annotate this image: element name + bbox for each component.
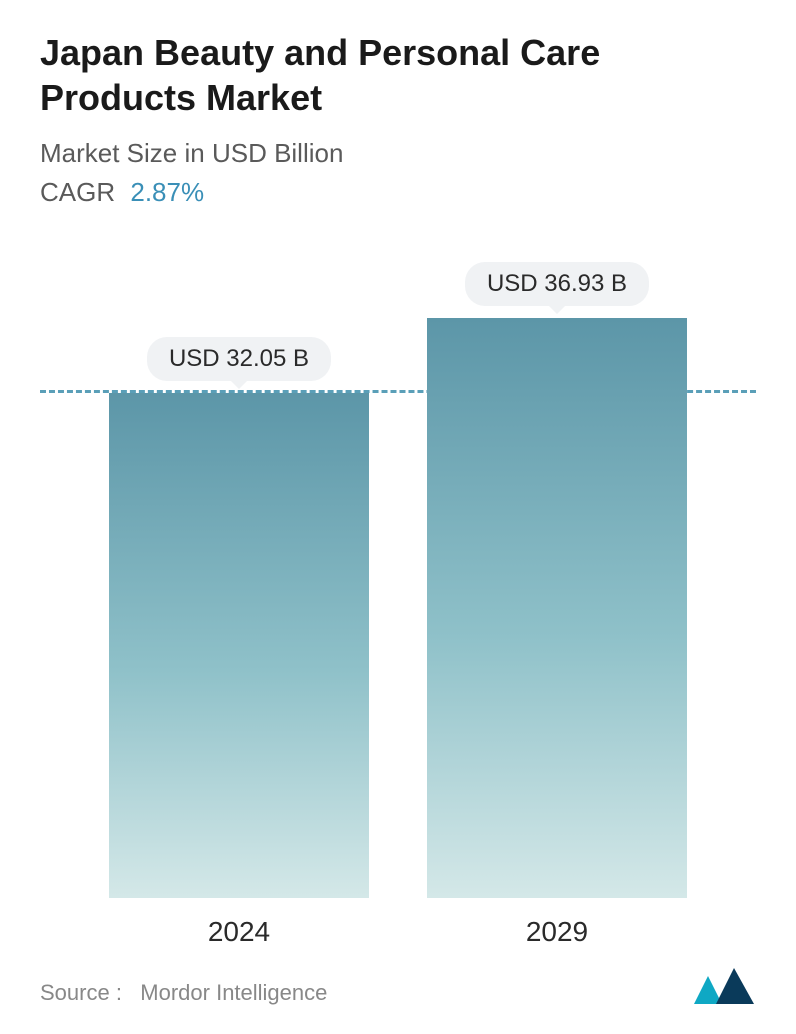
x-label-2024: 2024 [109,916,369,948]
cagr-label: CAGR [40,177,115,207]
bar-group-2029: USD 36.93 B [427,262,687,898]
chart-title: Japan Beauty and Personal Care Products … [40,30,756,120]
x-label-2029: 2029 [427,916,687,948]
cagr-value: 2.87% [130,177,204,207]
chart-area: USD 32.05 B USD 36.93 B [40,258,756,898]
source-label: Source : [40,980,122,1005]
footer: Source : Mordor Intelligence [40,966,756,1006]
mordor-logo-icon [692,966,756,1006]
chart-subtitle: Market Size in USD Billion [40,138,756,169]
bar-2029 [427,318,687,898]
x-axis-labels: 2024 2029 [40,898,756,948]
bar-2024 [109,393,369,898]
cagr-line: CAGR 2.87% [40,177,756,208]
bars-container: USD 32.05 B USD 36.93 B [40,258,756,898]
value-label-2029: USD 36.93 B [465,262,649,306]
source-value: Mordor Intelligence [140,980,327,1005]
value-label-2024: USD 32.05 B [147,337,331,381]
source-attribution: Source : Mordor Intelligence [40,980,327,1006]
bar-group-2024: USD 32.05 B [109,337,369,898]
